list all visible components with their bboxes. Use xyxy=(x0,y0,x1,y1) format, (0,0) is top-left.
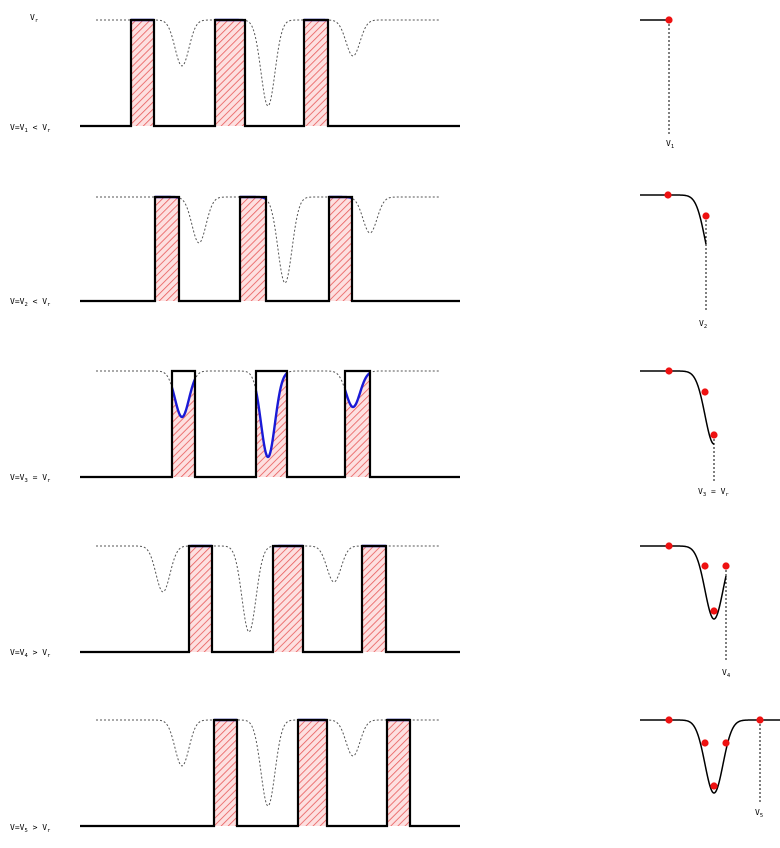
profile-2-label: V2 xyxy=(699,319,707,330)
profile-5-sample-dot-4 xyxy=(722,739,730,747)
profile-4-sample-dot-4 xyxy=(722,562,730,570)
panel-2-block-3-fill xyxy=(329,197,352,301)
panel-3-label: V=V3 = Vr xyxy=(10,473,51,484)
profile-2-sample-dot-2 xyxy=(702,212,710,220)
profile-3-sample-dot-3 xyxy=(710,431,718,439)
profile-5-label: V5 xyxy=(755,808,763,819)
profile-2-sample-dot-1 xyxy=(664,191,672,199)
panel-2-line-profile xyxy=(96,196,440,284)
panel-1-block-2-fill xyxy=(215,20,245,126)
panel-5-block-3-fill xyxy=(387,720,410,826)
top-reference-label: Vr xyxy=(30,13,39,24)
panel-4-label: V=V4 > Vr xyxy=(10,648,51,659)
panel-4-window-outline xyxy=(80,544,460,654)
panel-4-block-1-fill xyxy=(189,546,212,652)
panel-2-block-2-fill xyxy=(240,197,266,301)
panel-3-block-3-curve xyxy=(343,371,371,409)
profile-3-sample-dot-2 xyxy=(701,388,709,396)
panel-2-block-1-fill xyxy=(155,197,179,301)
panel-3-line-profile xyxy=(96,370,440,458)
profile-3-sample-dot-1 xyxy=(665,367,673,375)
profile-5-sample-dot-2 xyxy=(701,739,709,747)
panel-4-block-2-fill xyxy=(273,546,303,652)
profile-4-label: V4 xyxy=(722,668,731,679)
profile-4-sample-dot-1 xyxy=(665,542,673,550)
profile-4-sample-dot-3 xyxy=(710,607,718,615)
profile-4-sample-dot-2 xyxy=(701,562,709,570)
profile-3-curve xyxy=(640,370,715,445)
panel-3-block-2-curve xyxy=(254,372,288,459)
panel-3-block-3-fill xyxy=(345,372,370,477)
profile-1-sample-dot-1 xyxy=(665,16,673,24)
panel-3-window-outline xyxy=(80,369,460,479)
panel-1-block-1-fill xyxy=(131,20,154,126)
panel-1-label: V=V1 < Vr xyxy=(10,123,51,134)
profile-5-curve xyxy=(640,719,780,794)
profile-5-sample-dot-3 xyxy=(710,782,718,790)
profile-1-label: V1 xyxy=(666,139,674,150)
panel-4-block-3-fill xyxy=(362,546,386,652)
profile-5-sample-dot-1 xyxy=(665,716,673,724)
panel-5-block-2-fill xyxy=(298,720,327,826)
panel-5-window-outline xyxy=(80,718,460,828)
profile-4-curve xyxy=(640,545,727,620)
panel-2-label: V=V2 < Vr xyxy=(10,297,51,308)
profile-5-sample-dot-5 xyxy=(756,716,764,724)
panel-5-label: V=V5 > Vr xyxy=(10,823,51,834)
profile-2-curve xyxy=(640,194,707,245)
panel-1-block-3-fill xyxy=(304,20,328,126)
panel-5-block-1-fill xyxy=(214,720,237,826)
panel-2-window-outline xyxy=(80,195,460,303)
panel-5-line-profile xyxy=(96,719,440,807)
panel-3-block-1-fill xyxy=(172,379,195,477)
panel-3-block-1-curve xyxy=(170,378,197,419)
panel-1-window-outline xyxy=(80,18,460,128)
profile-3-label: V3 = Vr xyxy=(698,487,729,498)
panel-4-line-profile xyxy=(96,545,440,633)
